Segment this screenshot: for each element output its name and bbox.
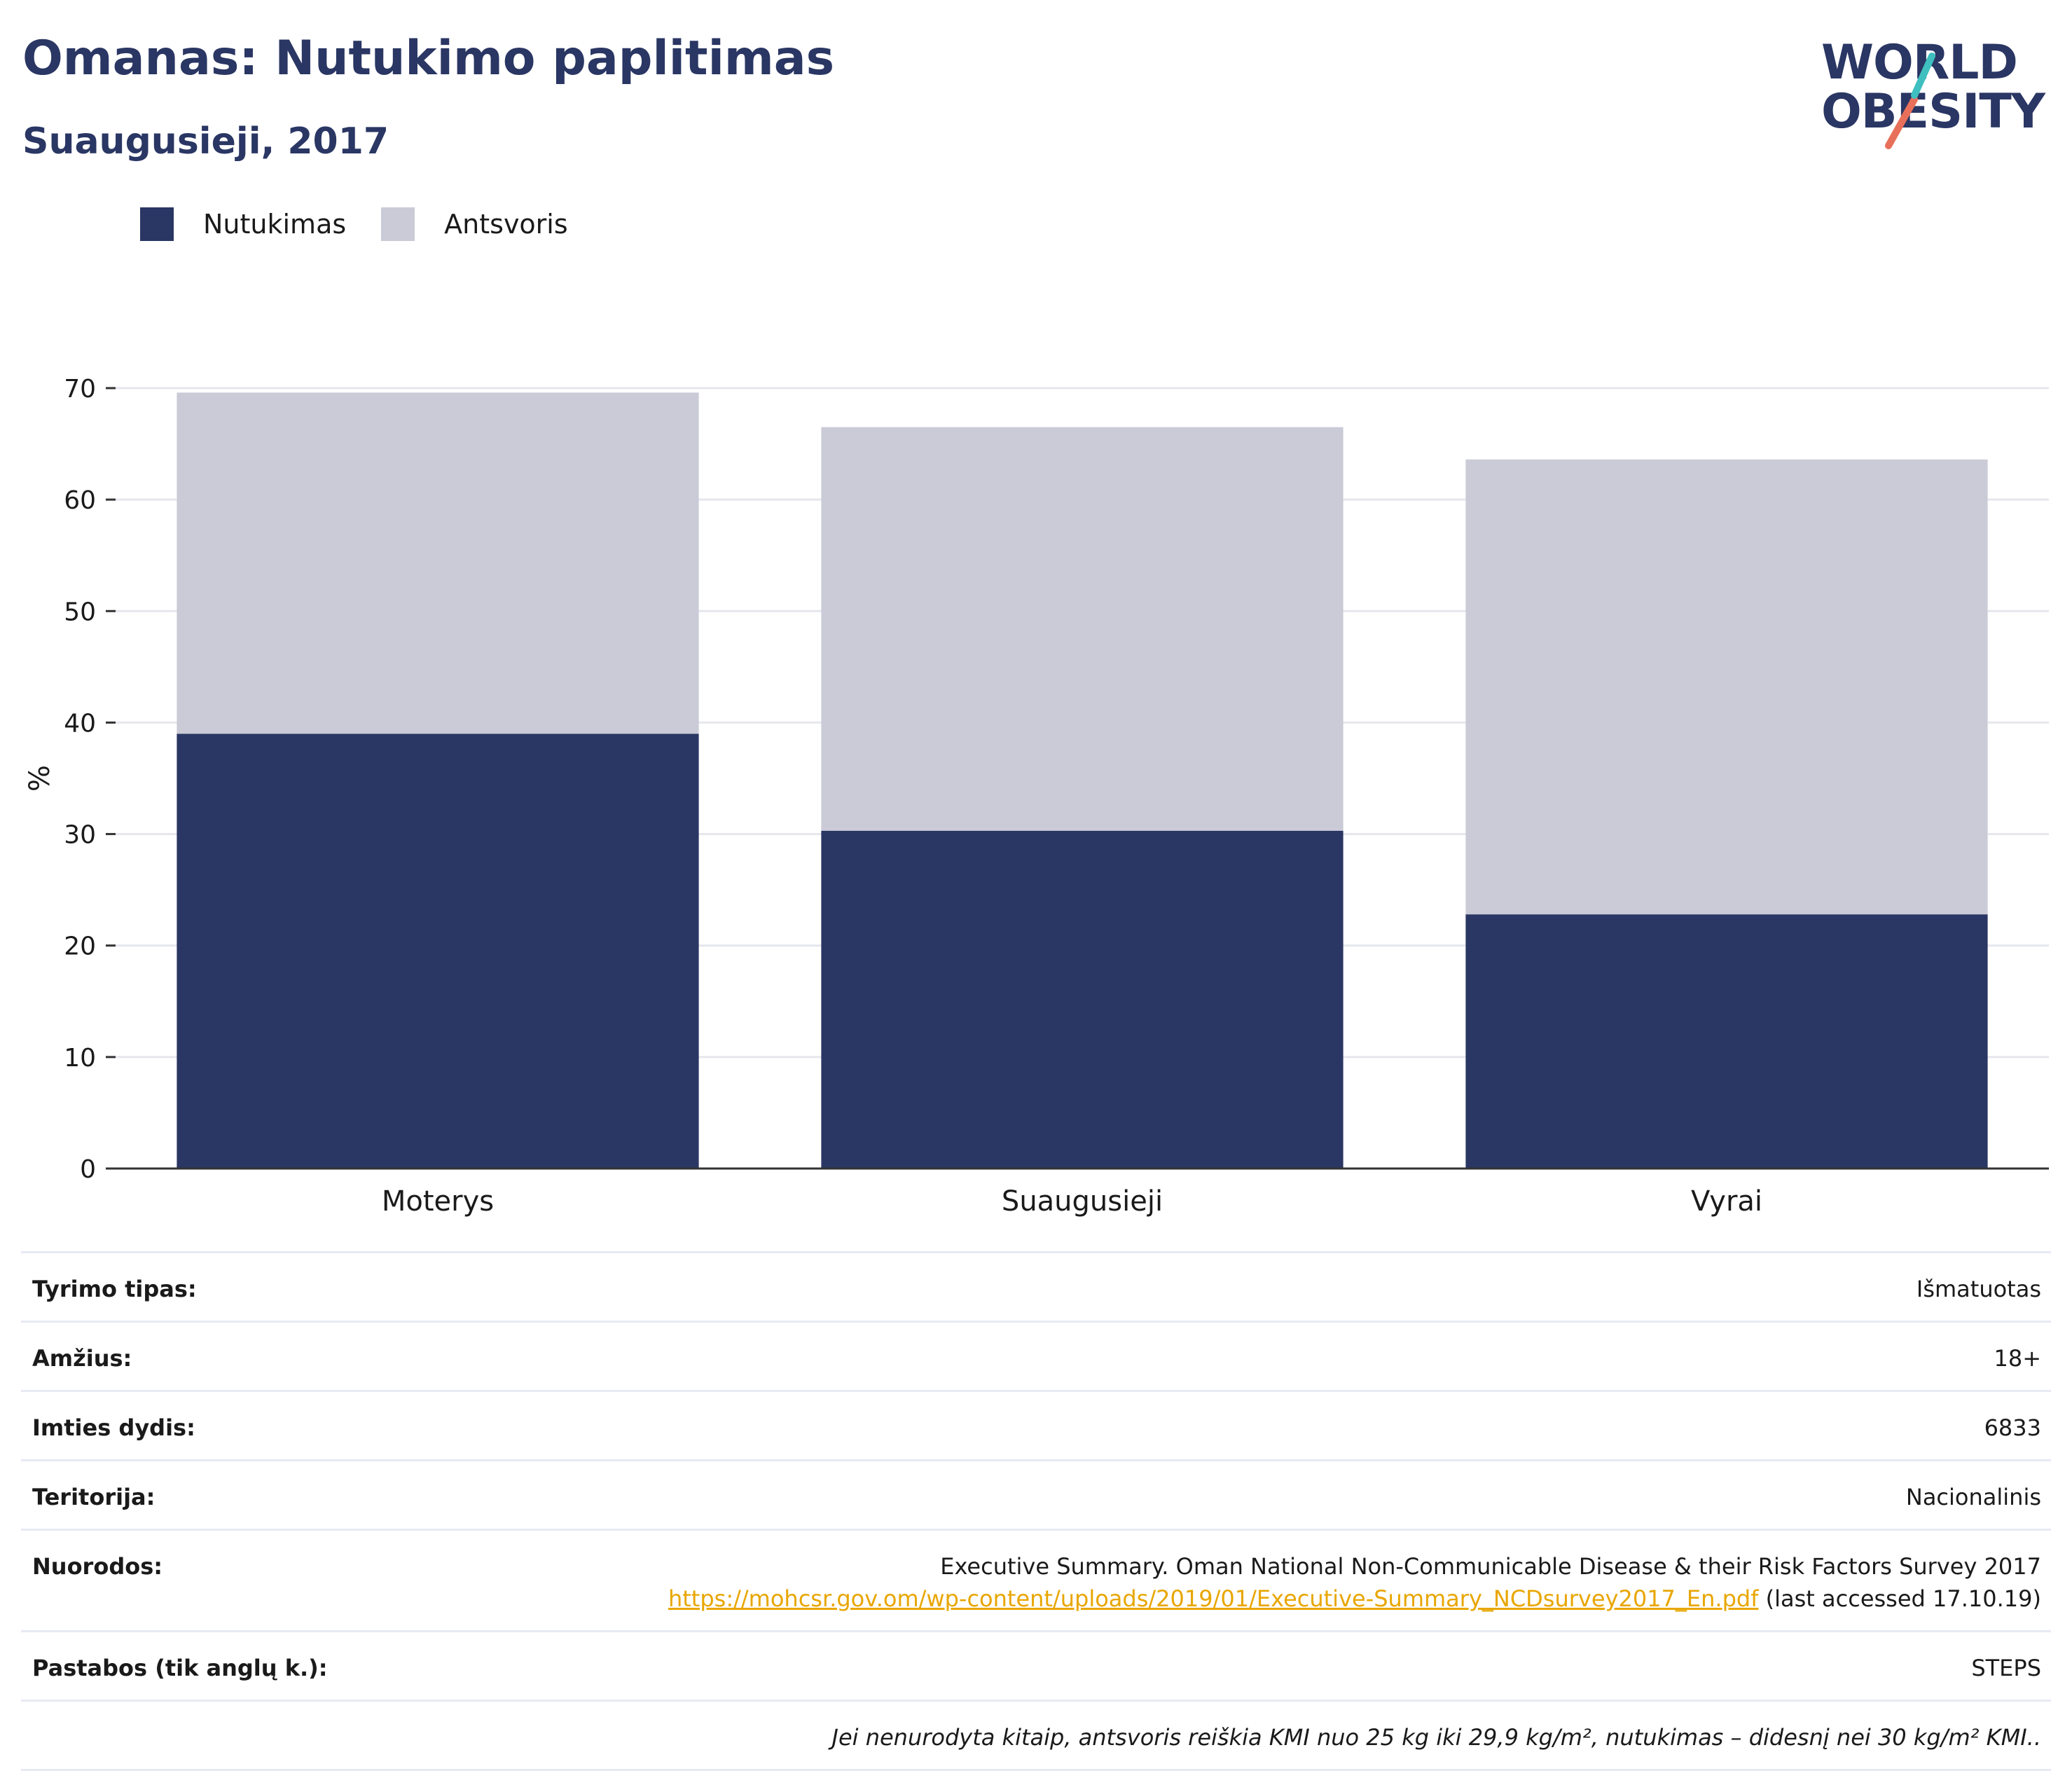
info-label: Teritorija: [32, 1484, 156, 1510]
x-tick-label: Vyrai [1691, 1185, 1762, 1218]
info-value: STEPS [1971, 1655, 2041, 1681]
info-label: Nuorodos: [32, 1553, 163, 1580]
bar-overweight-suaugusieji [821, 427, 1344, 831]
reference-link[interactable]: https://mohcsr.gov.om/wp-content/uploads… [668, 1585, 1759, 1612]
bar-overweight-moterys [177, 392, 699, 734]
legend-swatch-overweight [381, 207, 415, 241]
info-label: Amžius: [32, 1345, 132, 1372]
info-value: 6833 [1984, 1414, 2041, 1441]
info-row-age: Amžius: 18+ [21, 1321, 2051, 1390]
legend-item-obesity: Nutukimas [140, 207, 346, 241]
legend-label-overweight: Antsvoris [444, 209, 568, 240]
world-obesity-logo: WORLD OBESITY [1821, 28, 2059, 154]
reference-text: Executive Summary. Oman National Non-Com… [940, 1553, 2041, 1580]
stacked-bar-chart: 0 10 20 30 40 50 60 70% Moterys Suaugusieji Vyrai [24, 375, 2049, 1218]
y-tick-label: 10 [64, 1044, 96, 1073]
x-tick-label: Suaugusieji [1002, 1185, 1163, 1218]
y-tick-label: 70 [64, 375, 96, 404]
survey-info-table: Tyrimo tipas: Išmatuotas Amžius: 18+ Imt… [21, 1251, 2051, 1771]
page-title: Omanas: Nutukimo paplitimas [22, 31, 835, 86]
bar-overweight-vyrai [1465, 459, 1988, 915]
info-label: Pastabos (tik anglų k.): [32, 1655, 328, 1681]
info-value: 18+ [1994, 1345, 2041, 1372]
chart-legend: Nutukimas Antsvoris [140, 207, 603, 241]
y-tick-label: 30 [64, 821, 96, 850]
info-value: Nacionalinis [1905, 1484, 2041, 1510]
logo-slash-icon [1885, 53, 1935, 149]
legend-item-overweight: Antsvoris [381, 207, 568, 241]
y-tick-label: 50 [64, 598, 96, 626]
info-row-references: Nuorodos: Executive Summary. Oman Nation… [21, 1529, 2051, 1630]
info-row-survey-type: Tyrimo tipas: Išmatuotas [21, 1251, 2051, 1321]
logo-text-obesity: OBESITY [1821, 84, 2045, 139]
y-tick-label: 40 [64, 709, 96, 738]
legend-swatch-obesity [140, 207, 174, 241]
reference-value: Executive Summary. Oman National Non-Com… [640, 1550, 2041, 1615]
bar-obesity-suaugusieji [821, 830, 1344, 1169]
info-value: Išmatuotas [1916, 1276, 2041, 1302]
y-tick-label: 0 [80, 1155, 96, 1184]
legend-label-obesity: Nutukimas [203, 209, 347, 240]
bar-obesity-vyrai [1465, 914, 1988, 1169]
info-row-footnote: Jei nenurodyta kitaip, antsvoris reiškia… [21, 1700, 2051, 1769]
y-tick-label: 20 [64, 932, 96, 961]
info-row-notes: Pastabos (tik anglų k.): STEPS [21, 1630, 2051, 1700]
info-row-territory: Teritorija: Nacionalinis [21, 1459, 2051, 1529]
footnote: Jei nenurodyta kitaip, antsvoris reiškia… [831, 1724, 2042, 1751]
page-subtitle: Suaugusieji, 2017 [22, 120, 389, 163]
y-tick-label: 60 [64, 486, 96, 515]
info-row-sample-size: Imties dydis: 6833 [21, 1390, 2051, 1459]
bar-obesity-moterys [177, 733, 699, 1169]
info-label: Imties dydis: [32, 1414, 195, 1441]
x-tick-label: Moterys [382, 1185, 494, 1218]
reference-suffix: (last accessed 17.10.19) [1758, 1585, 2041, 1612]
y-axis-label: % [24, 765, 56, 792]
info-label: Tyrimo tipas: [32, 1276, 197, 1302]
